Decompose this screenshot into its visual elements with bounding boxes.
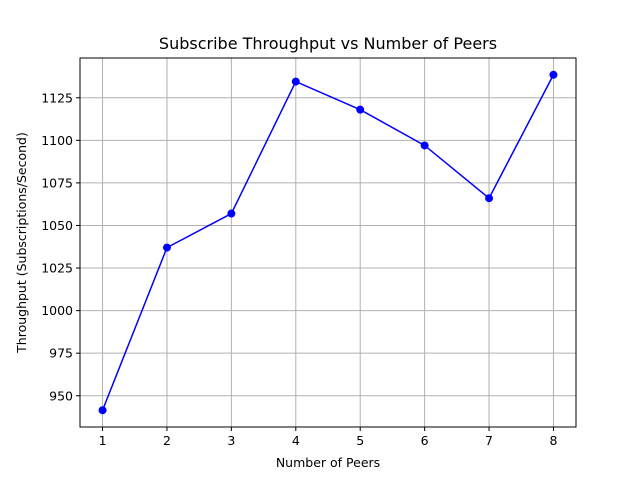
plot-area-frame [79,57,577,428]
y-tick-label: 1025 [41,261,73,276]
x-tick-label: 7 [485,433,493,448]
data-point [485,194,494,203]
x-tick-label: 1 [99,433,107,448]
x-tick-label: 5 [356,433,364,448]
y-tick-label: 1100 [41,133,73,148]
data-point [420,141,429,150]
y-tick-label: 975 [49,346,73,361]
series-layer [98,70,558,415]
x-tick-label: 8 [549,433,557,448]
y-tick-label: 1000 [41,303,73,318]
x-tick-label: 2 [163,433,171,448]
y-tick-label: 1050 [41,218,73,233]
y-axis-label: Throughput (Subscriptions/Second) [14,132,29,354]
y-tick-label: 1125 [41,90,73,105]
y-tick-label: 1075 [41,175,73,190]
x-tick-label: 6 [421,433,429,448]
data-point [549,70,558,79]
axis-ticks: 1 2 3 4 5 6 7 8 950 975 1000 1025 1050 1075 1100 1125 [41,90,557,448]
y-tick-label: 950 [49,388,73,403]
data-point [162,243,171,252]
x-tick-label: 4 [292,433,300,448]
data-point [291,77,300,86]
grid [80,58,576,427]
x-axis-label: Number of Peers [276,455,380,470]
chart-title: Subscribe Throughput vs Number of Peers [159,34,497,53]
data-point [98,406,107,415]
x-tick-label: 3 [227,433,235,448]
data-point [356,105,365,114]
series-line [101,74,555,411]
data-point [227,209,236,218]
